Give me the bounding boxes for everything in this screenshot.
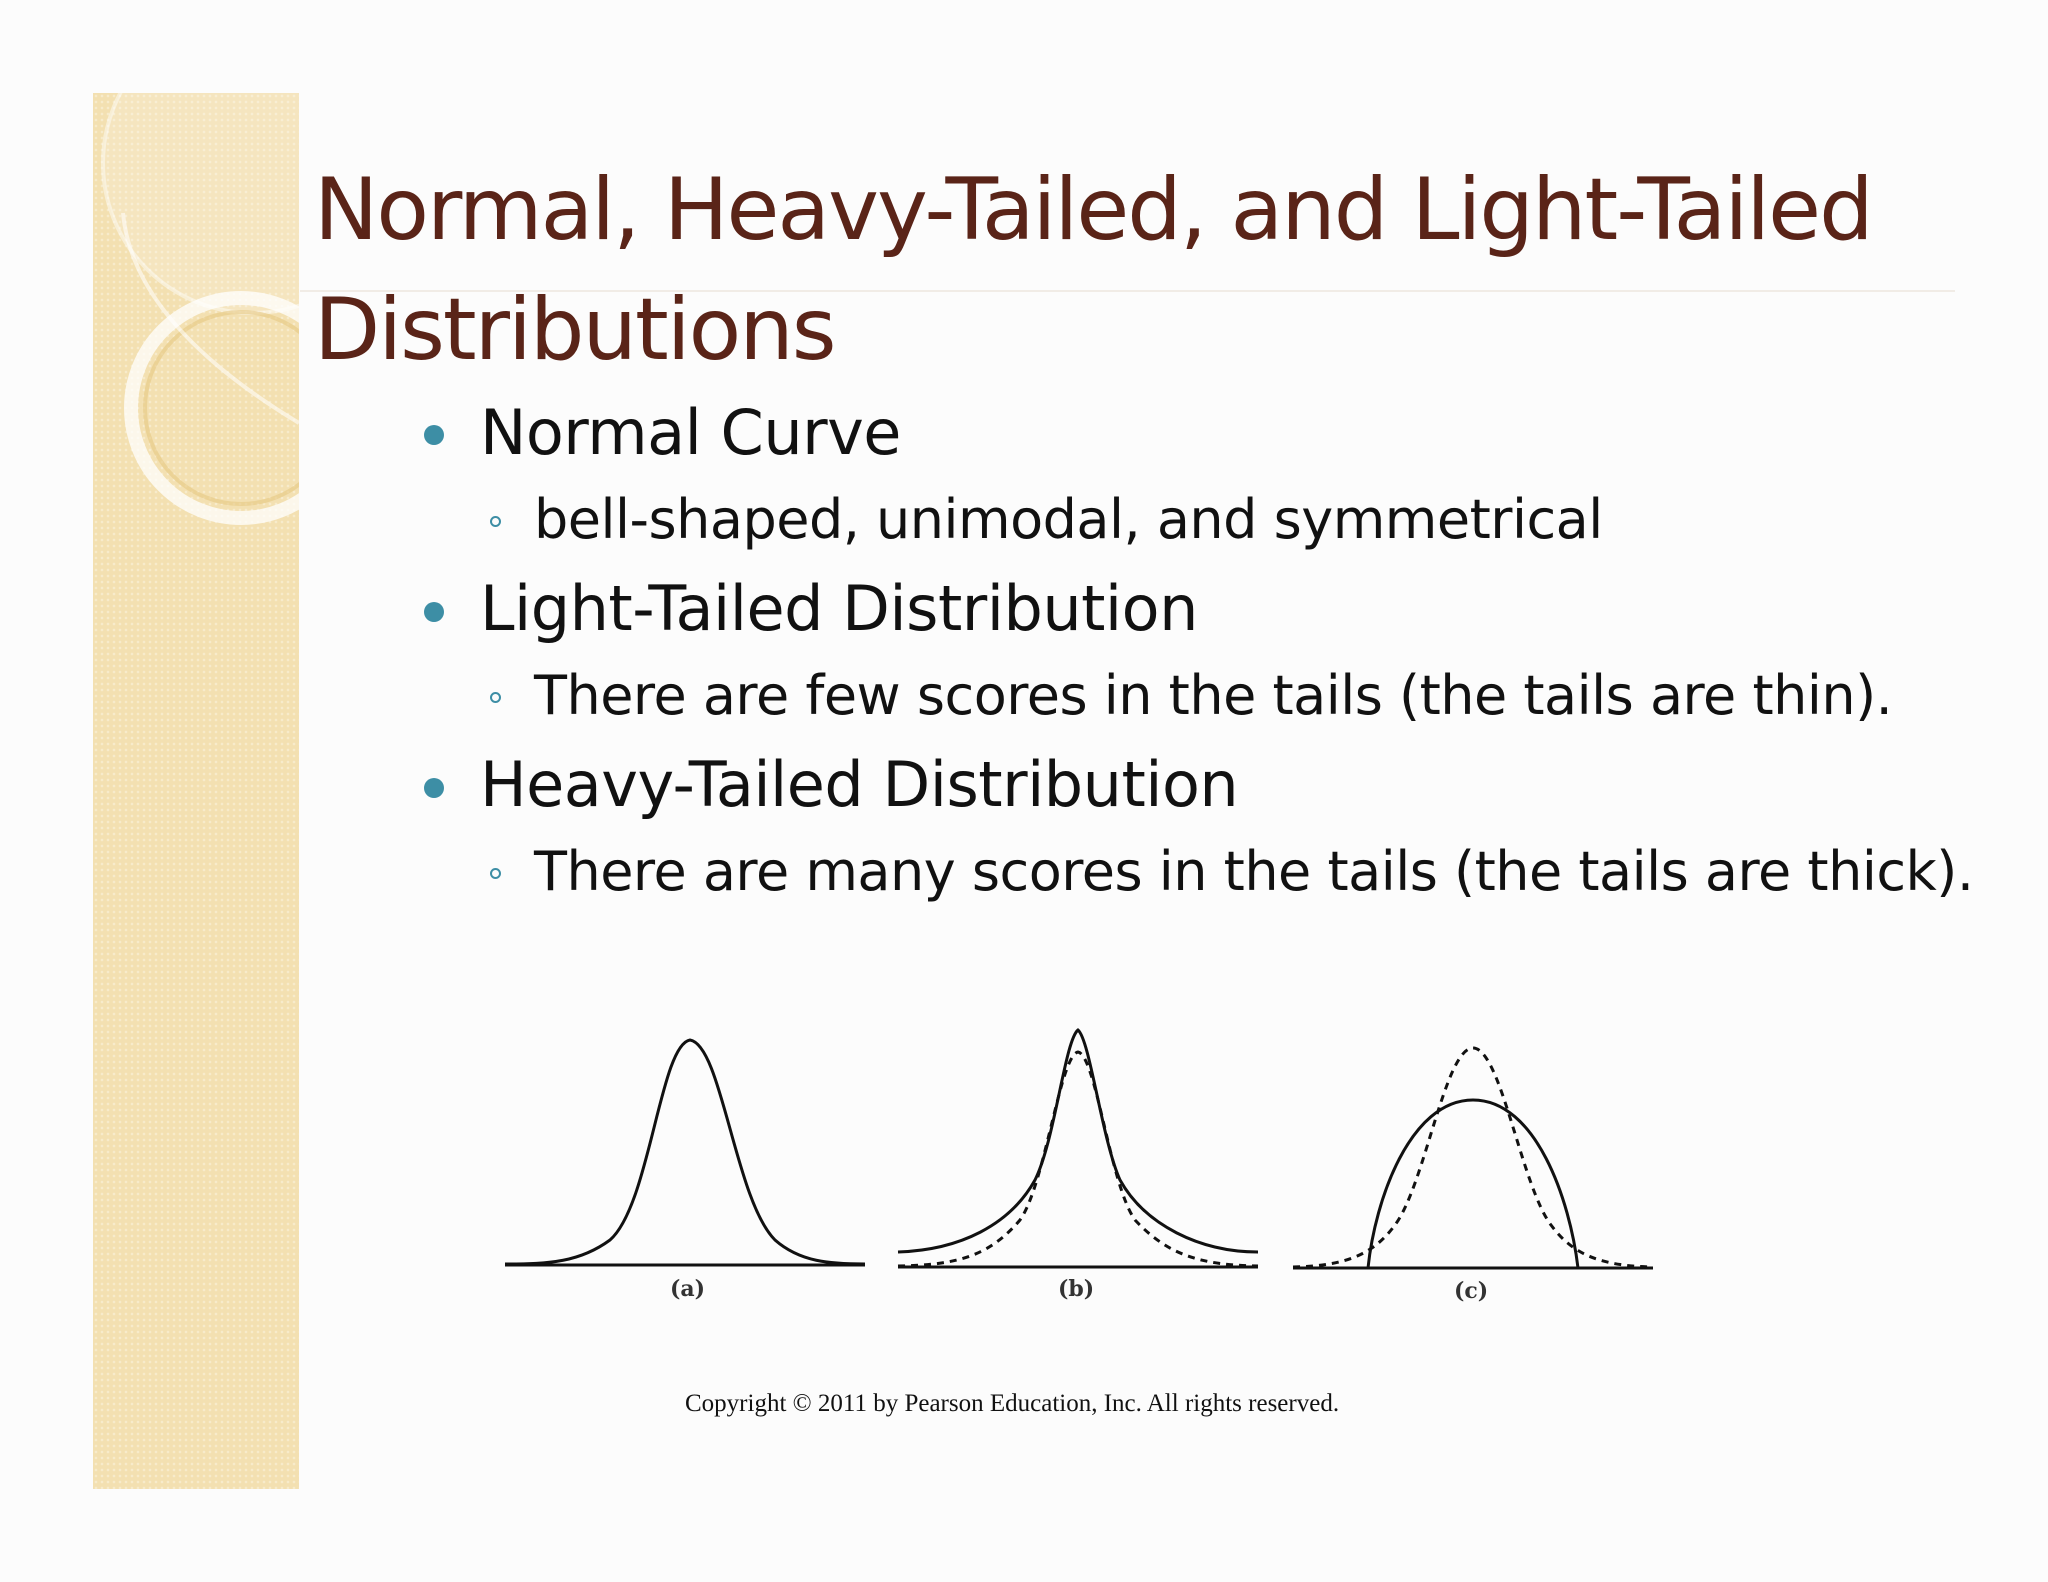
sub-bullet-normal-curve: bell-shaped, unimodal, and symmetrical: [534, 488, 1603, 551]
distribution-figure: (a) (b) (c): [490, 1000, 1670, 1330]
bullet-dot-icon: [424, 602, 444, 622]
decorative-circles-icon: [101, 93, 299, 525]
bullet-light-tailed: Light-Tailed Distribution: [480, 572, 1198, 645]
figure-label-a: (a): [670, 1276, 706, 1302]
curve-normal-a: [504, 1038, 866, 1266]
sub-bullet-light-tailed: There are few scores in the tails (the t…: [534, 664, 1893, 727]
figure-label-c: (c): [1454, 1278, 1489, 1304]
copyright-notice: Copyright © 2011 by Pearson Education, I…: [685, 1390, 1340, 1417]
bullet-normal-curve: Normal Curve: [480, 396, 901, 469]
bullet-dot-icon: [424, 425, 444, 445]
decorative-side-strip: [93, 93, 299, 1489]
sub-bullet-ring-icon: [490, 692, 501, 703]
curve-heavy-tailed-b: [897, 1028, 1259, 1254]
sub-bullet-ring-icon: [490, 516, 501, 527]
bullet-heavy-tailed: Heavy-Tailed Distribution: [480, 748, 1239, 821]
title-divider: [300, 290, 1955, 292]
distribution-curves: [504, 1028, 1654, 1270]
sub-bullet-ring-icon: [490, 868, 501, 879]
curve-light-tailed-c: [1366, 1098, 1580, 1269]
figure-label-b: (b): [1058, 1276, 1095, 1302]
curve-normal-dashed-c: [1292, 1046, 1654, 1269]
sub-bullet-heavy-tailed: There are many scores in the tails (the …: [534, 840, 1974, 903]
curve-normal-dashed-b: [897, 1050, 1259, 1268]
bullet-dot-icon: [424, 778, 444, 798]
slide-title: Normal, Heavy-Tailed, and Light-Tailed D…: [314, 160, 1874, 380]
